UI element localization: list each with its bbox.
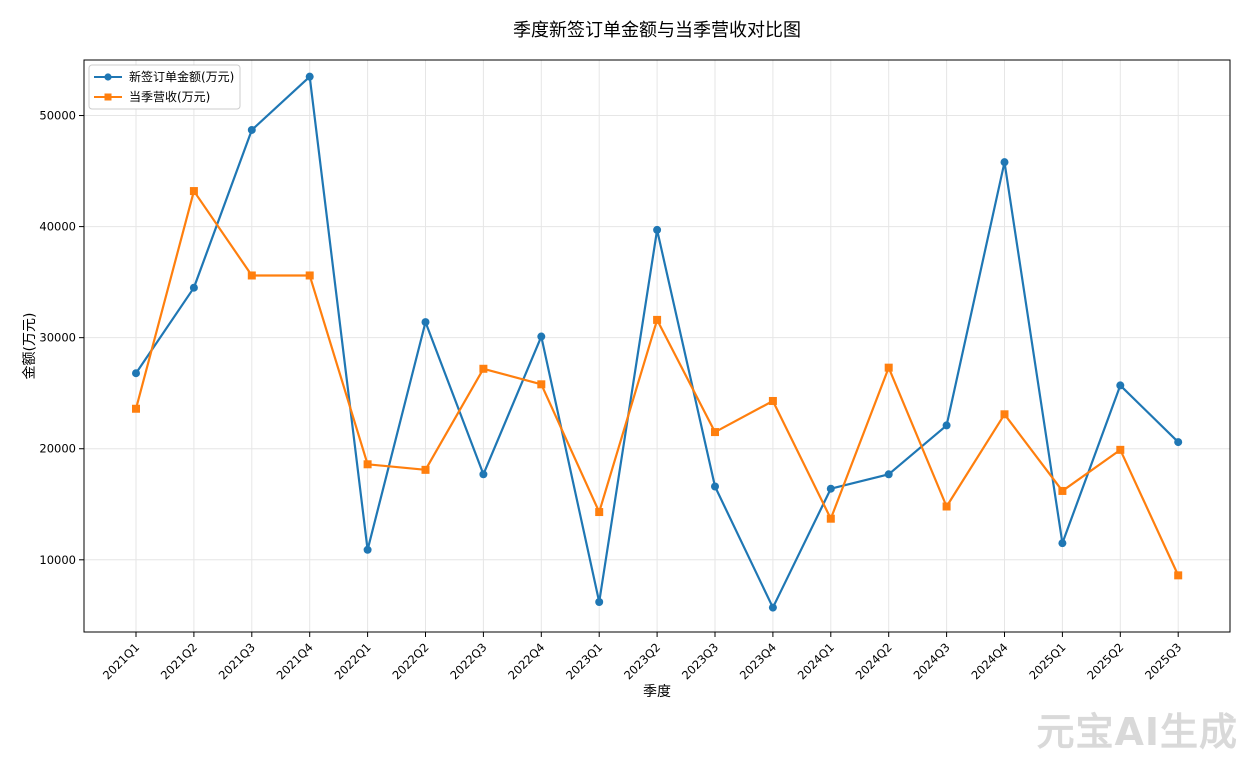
- grid: [84, 60, 1230, 632]
- series-2-point: [1174, 571, 1183, 580]
- series-2-point: [595, 508, 604, 517]
- series-1-point: [189, 283, 198, 292]
- series-1-point: [826, 484, 835, 493]
- x-tick-label: 2025Q1: [1026, 640, 1068, 682]
- x-tick-label: 2023Q2: [621, 640, 663, 682]
- y-tick-label: 40000: [39, 220, 76, 234]
- series-1-point: [421, 318, 430, 327]
- x-tick-label: 2023Q1: [563, 640, 605, 682]
- x-axis-label: 季度: [643, 684, 671, 700]
- legend-box: [88, 64, 241, 110]
- series-2-point: [1058, 486, 1067, 495]
- series-2-point: [479, 364, 488, 373]
- legend: 新签订单金额(万元) 当季营收(万元): [88, 64, 241, 110]
- x-tick-label: 2021Q3: [216, 640, 258, 682]
- series-2-point: [1000, 410, 1009, 419]
- series-1-point: [1000, 158, 1009, 167]
- chart-title: 季度新签订单金额与当季营收对比图: [513, 20, 801, 41]
- series-2-point: [711, 428, 719, 437]
- series-2-point: [189, 187, 198, 196]
- series-1-point: [1174, 438, 1183, 447]
- series-1-point: [653, 225, 662, 234]
- y-tick-label: 50000: [39, 109, 76, 123]
- x-tick-label: 2024Q2: [853, 640, 895, 682]
- series-2-point: [1116, 445, 1125, 454]
- series-1-point: [537, 332, 546, 341]
- x-tick-label: 2022Q4: [505, 640, 547, 682]
- series-1-point: [1116, 381, 1125, 390]
- x-tick-label: 2024Q4: [968, 640, 1010, 682]
- legend-label-series-2: 当季营收(万元): [129, 90, 210, 104]
- legend-marker-series-1: [104, 73, 112, 81]
- x-tick-label: 2023Q3: [679, 640, 721, 682]
- series-2-point: [421, 465, 430, 474]
- series-2-point: [537, 380, 546, 389]
- y-tick-label: 20000: [39, 442, 76, 456]
- x-tick-label: 2024Q1: [795, 640, 837, 682]
- series-2-point: [653, 315, 662, 324]
- series-1-point: [711, 482, 719, 491]
- x-tick-label: 2025Q3: [1142, 640, 1184, 682]
- series-2: [132, 187, 1183, 580]
- series-1-point: [884, 470, 893, 479]
- series-1-point: [305, 72, 314, 81]
- series-1-point: [479, 470, 488, 479]
- series-2-point: [132, 404, 140, 413]
- x-tick-label: 2024Q3: [911, 640, 953, 682]
- series-1-point: [363, 545, 372, 554]
- y-tick-label: 30000: [39, 331, 76, 345]
- series-2-point: [247, 271, 256, 280]
- series-1: [132, 72, 1183, 612]
- series-1-point: [942, 421, 951, 430]
- series-1-point: [247, 125, 256, 134]
- series-2-point: [942, 502, 951, 511]
- series-2-point: [768, 396, 777, 405]
- series-2-point: [305, 271, 314, 280]
- series-1-point: [595, 598, 604, 607]
- x-tick-label: 2021Q1: [100, 640, 142, 682]
- legend-marker-series-2: [104, 93, 112, 101]
- series-1-point: [1058, 539, 1067, 548]
- series-layer: [132, 72, 1183, 612]
- x-tick-label: 2022Q1: [332, 640, 374, 682]
- y-axis-label: 金额(万元): [22, 313, 38, 380]
- y-tick-label: 10000: [39, 553, 76, 567]
- watermark: 元宝AI生成: [1036, 710, 1238, 754]
- series-1-point: [132, 369, 140, 378]
- x-tick-label: 2022Q3: [447, 640, 489, 682]
- legend-label-series-1: 新签订单金额(万元): [129, 69, 234, 84]
- x-tick-label: 2021Q2: [158, 640, 200, 682]
- series-2-point: [826, 514, 835, 523]
- y-axis: 10000 20000 30000 40000 50000: [39, 109, 84, 567]
- x-tick-label: 2021Q4: [274, 640, 316, 682]
- x-tick-label: 2025Q2: [1084, 640, 1126, 682]
- series-2-point: [884, 363, 893, 372]
- series-1-point: [768, 603, 777, 612]
- x-axis: 2021Q1 2021Q2 2021Q3 2021Q4 2022Q1 2022Q2 2022…: [100, 632, 1184, 682]
- x-tick-label: 2022Q2: [389, 640, 431, 682]
- series-2-point: [363, 460, 372, 469]
- x-tick-label: 2023Q4: [737, 640, 779, 682]
